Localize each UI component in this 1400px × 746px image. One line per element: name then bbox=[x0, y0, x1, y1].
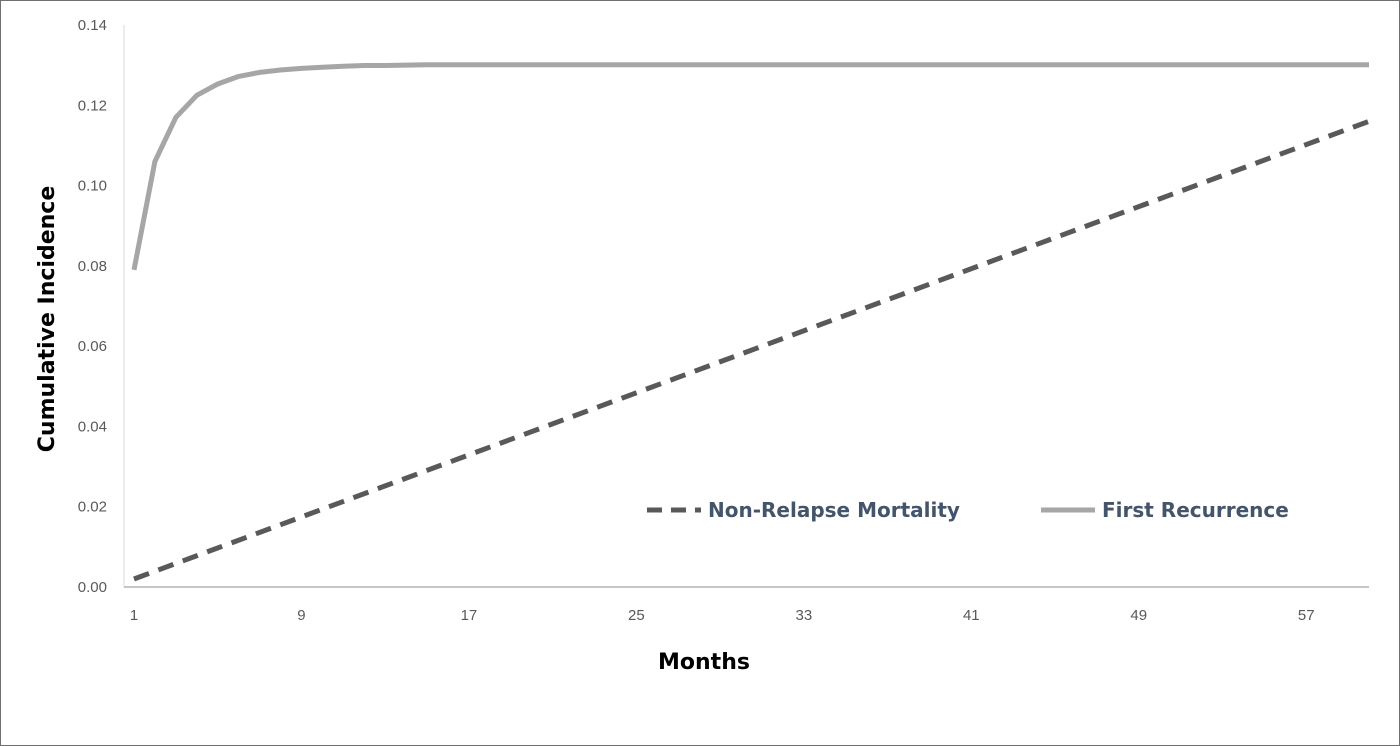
y-tick-label: 0.02 bbox=[78, 499, 107, 516]
y-tick-label: 0.14 bbox=[78, 17, 107, 34]
x-tick-label: 1 bbox=[130, 607, 138, 624]
x-tick-label: 41 bbox=[963, 607, 980, 624]
series-line-non-relapse-mortality bbox=[133, 118, 1370, 582]
legend: Non-Relapse Mortality First Recurrence bbox=[647, 498, 1289, 522]
series-layer bbox=[131, 62, 1370, 582]
x-tick-label: 25 bbox=[628, 607, 645, 624]
y-tick-label: 0.10 bbox=[78, 178, 107, 195]
x-tick-label: 17 bbox=[461, 607, 478, 624]
y-axis-title: Cumulative Incidence bbox=[35, 186, 60, 452]
x-tick-label: 9 bbox=[297, 607, 305, 624]
x-tick-labels: 1 9 17 25 33 41 49 57 bbox=[130, 607, 1315, 624]
y-tick-labels: 0.00 0.02 0.04 0.06 0.08 0.10 0.12 0.14 bbox=[78, 17, 107, 596]
x-tick-label: 49 bbox=[1130, 607, 1147, 624]
y-tick-label: 0.06 bbox=[78, 338, 107, 355]
y-tick-label: 0.08 bbox=[78, 258, 107, 275]
legend-label-first-recurrence: First Recurrence bbox=[1102, 498, 1289, 522]
axes bbox=[123, 25, 1369, 588]
y-tick-label: 0.04 bbox=[78, 418, 107, 435]
x-tick-label: 33 bbox=[795, 607, 812, 624]
series-line-first-recurrence bbox=[131, 62, 1369, 271]
legend-label-non-relapse-mortality: Non-Relapse Mortality bbox=[708, 498, 960, 522]
x-axis-title: Months bbox=[658, 650, 750, 675]
x-tick-label: 57 bbox=[1298, 607, 1315, 624]
y-tick-label: 0.12 bbox=[78, 97, 107, 114]
y-tick-label: 0.00 bbox=[78, 579, 107, 596]
